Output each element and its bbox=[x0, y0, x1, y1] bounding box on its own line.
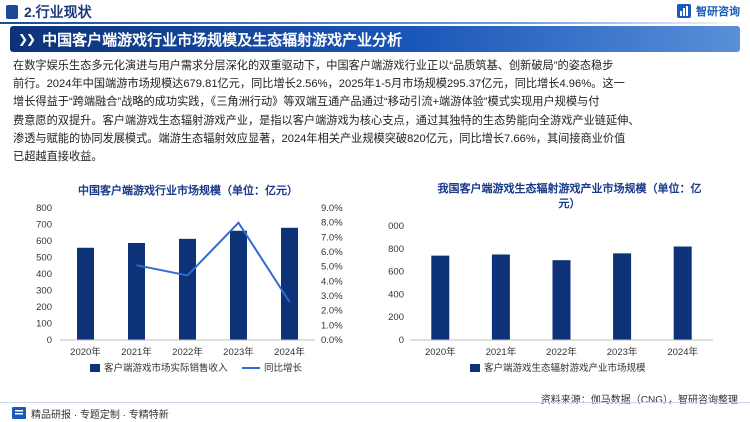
legend-label: 客户端游戏市场实际销售收入 bbox=[104, 362, 228, 374]
bar bbox=[77, 247, 94, 340]
growth-line bbox=[136, 221, 291, 303]
page-title: 中国客户端游戏行业市场规模及生态辐射游戏产业分析 bbox=[42, 31, 403, 49]
y-left-tick-label: 700 bbox=[36, 220, 52, 231]
y-right-tick-label: 6.0% bbox=[321, 247, 343, 258]
market-size-chart-svg: 0 100 200 300 400 500 600 700 800 0.0% 1.0% 2.0% 3.0… bbox=[36, 203, 343, 374]
chart-title-line: 我国客户端游戏生态辐射游戏产业市场规模（单位：亿 bbox=[437, 183, 702, 195]
x-tick-label: 2023年 bbox=[607, 346, 638, 358]
y-right-tick-label: 4.0% bbox=[321, 276, 343, 287]
bar bbox=[431, 255, 450, 340]
y-left-tick-label: 800 bbox=[36, 203, 52, 214]
legend-swatch-bar bbox=[470, 364, 480, 372]
x-tick-label: 2024年 bbox=[667, 346, 698, 358]
x-tick-label: 2022年 bbox=[546, 346, 577, 358]
legend-label: 客户端游戏生态辐射游戏产业市场规模 bbox=[484, 362, 646, 374]
logo-text: 智研咨询 bbox=[696, 6, 740, 18]
y-right-tick-label: 5.0% bbox=[321, 262, 343, 273]
logo[interactable]: 智研咨询 bbox=[676, 3, 740, 19]
header-divider bbox=[0, 22, 750, 24]
footer: 精品研报 · 专题定制 · 专精特新 bbox=[0, 404, 750, 422]
section-header: 2.行业现状 bbox=[0, 2, 92, 22]
bar bbox=[673, 246, 692, 340]
y-tick-label: 200 bbox=[388, 312, 404, 323]
bar bbox=[230, 230, 247, 340]
chart-title: 中国客户端游戏行业市场规模（单位：亿元） bbox=[78, 185, 298, 197]
y-left-tick-label: 200 bbox=[36, 302, 52, 313]
y-tick-label: 600 bbox=[388, 267, 404, 278]
bar bbox=[179, 238, 196, 340]
ecosystem-chart: 我国客户端游戏生态辐射游戏产业市场规模（单位：亿 元） 0 200 400 600 80… bbox=[388, 176, 740, 386]
chart-title-line: 元） bbox=[558, 198, 581, 210]
paragraph-line: 前行。2024年中国端游市场规模达679.81亿元，同比增长2.56%，2025… bbox=[13, 78, 625, 91]
paragraph-line: 已超越直接收益。 bbox=[13, 151, 103, 164]
y-left-tick-label: 500 bbox=[36, 253, 52, 264]
x-tick-label: 2020年 bbox=[425, 346, 456, 358]
paragraph-line: 渗透与赋能的协同发展模式。端游生态辐射效应显著，2024年相关产业规模突破820… bbox=[13, 132, 626, 145]
x-tick-label: 2022年 bbox=[172, 346, 203, 358]
x-tick-label: 2020年 bbox=[70, 346, 101, 358]
section-marker bbox=[6, 5, 18, 19]
y-right-tick-label: 0.0% bbox=[321, 335, 343, 346]
bar bbox=[281, 227, 298, 340]
market-size-chart: 中国客户端游戏行业市场规模（单位：亿元） 0 100 200 300 400 500 600… bbox=[10, 176, 365, 386]
y-left-tick-label: 600 bbox=[36, 236, 52, 247]
bar bbox=[491, 254, 510, 340]
bar bbox=[128, 242, 145, 340]
x-tick-label: 2021年 bbox=[486, 346, 517, 358]
chart-title: 我国客户端游戏生态辐射游戏产业市场规模（单位：亿 元） bbox=[402, 182, 737, 212]
legend-label: 同比增长 bbox=[264, 362, 303, 374]
y-tick-label: 400 bbox=[388, 289, 404, 300]
double-chevron-icon: ❯❯ bbox=[18, 32, 36, 46]
y-right-tick-label: 8.0% bbox=[321, 218, 343, 229]
bar bbox=[613, 253, 632, 340]
y-right-tick-label: 1.0% bbox=[321, 320, 343, 331]
y-right-tick-label: 3.0% bbox=[321, 291, 343, 302]
source-note: 资料来源：伽马数据（CNG），智研咨询整理 bbox=[540, 395, 738, 406]
y-tick-label: 1000 bbox=[388, 221, 404, 232]
y-tick-label: 0 bbox=[399, 335, 404, 346]
y-right-tick-label: 9.0% bbox=[321, 203, 343, 214]
y-tick-label: 800 bbox=[388, 244, 404, 255]
footer-divider bbox=[0, 402, 750, 403]
top-bar: 2.行业现状 智研咨询 bbox=[0, 0, 750, 24]
zhiyan-logo-icon bbox=[677, 4, 691, 18]
y-left-tick-label: 300 bbox=[36, 286, 52, 297]
x-tick-label: 2023年 bbox=[223, 346, 254, 358]
y-left-tick-label: 100 bbox=[36, 319, 52, 330]
paragraph-line: 费意愿的双提升。客户端游戏生态辐射游戏产业，是指以客户端游戏为核心支点，通过其独… bbox=[13, 114, 640, 127]
paragraph-line: 在数字娱乐生态多元化演进与用户需求分层深化的双重驱动下，中国客户端游戏行业正以“… bbox=[13, 60, 614, 72]
paragraph-line: 增长得益于“跨端融合”战略的成功实践，《三角洲行动》等双端互通产品通过“移动引流… bbox=[13, 96, 600, 109]
x-tick-label: 2024年 bbox=[274, 346, 305, 358]
bar bbox=[552, 260, 571, 340]
title-banner: ❯❯ 中国客户端游戏行业市场规模及生态辐射游戏产业分析 bbox=[10, 26, 740, 52]
x-tick-label: 2021年 bbox=[121, 346, 152, 358]
report-icon bbox=[12, 407, 26, 419]
legend-swatch-bar bbox=[90, 364, 100, 372]
footer-text: 精品研报 · 专题定制 · 专精特新 bbox=[31, 409, 169, 421]
y-left-tick-label: 400 bbox=[36, 269, 52, 280]
y-left-tick-label: 0 bbox=[47, 335, 52, 346]
y-right-tick-label: 7.0% bbox=[321, 232, 343, 243]
y-right-tick-label: 2.0% bbox=[321, 306, 343, 317]
section-title: 2.行业现状 bbox=[24, 4, 92, 20]
summary-paragraph: 在数字娱乐生态多元化演进与用户需求分层深化的双重驱动下，中国客户端游戏行业正以“… bbox=[13, 57, 740, 166]
ecosystem-chart-svg: 0 200 400 600 800 1000 2020年 2021年 2022年 2023年 202… bbox=[388, 221, 713, 374]
